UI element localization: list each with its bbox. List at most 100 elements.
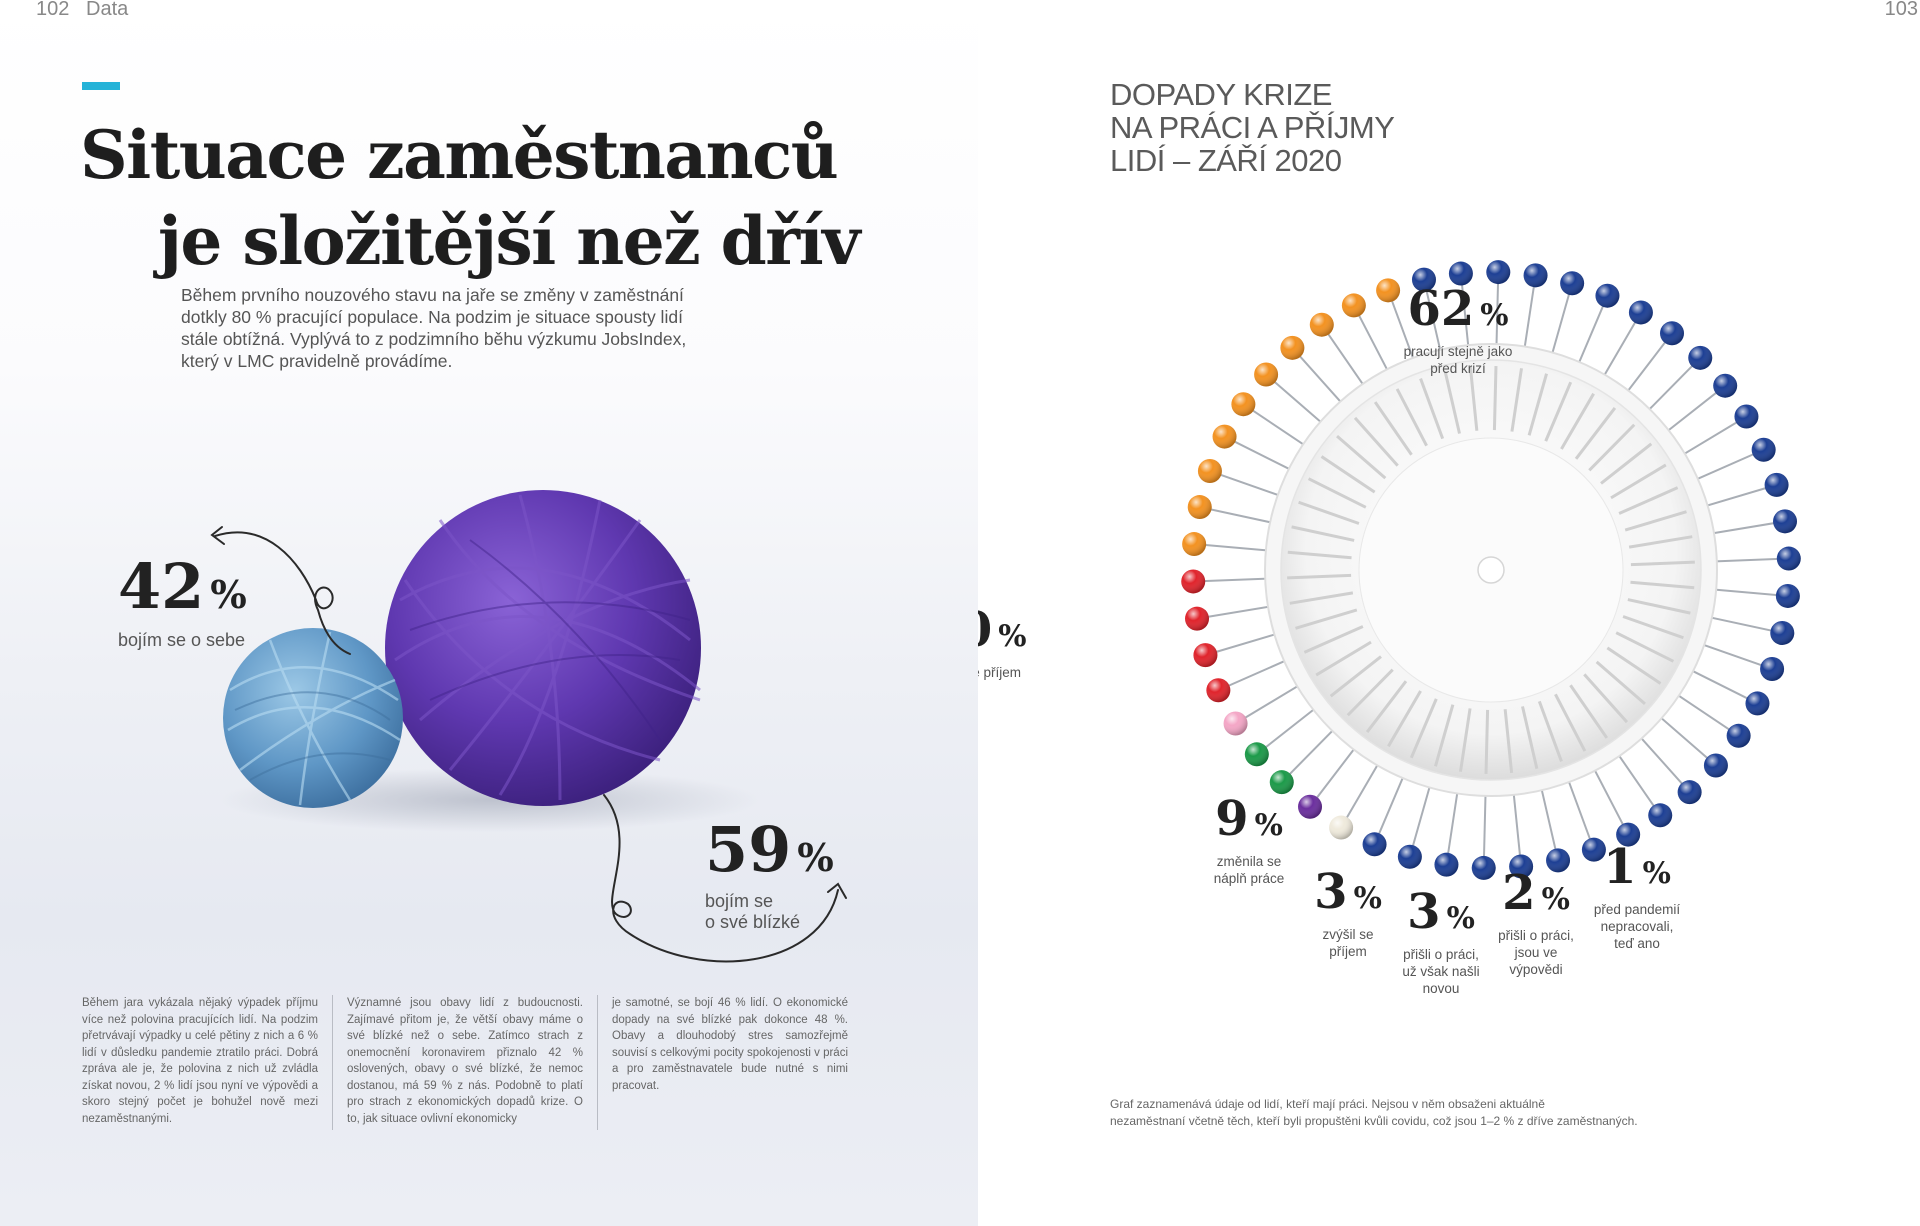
stat-label-line: náplň práce — [1213, 871, 1285, 886]
pin-head-shine — [1770, 620, 1795, 645]
pin-slot — [1387, 690, 1422, 748]
stat-close-label-line-2: o své blízké — [705, 912, 801, 932]
column-divider — [332, 995, 333, 1130]
pin-slot — [1606, 646, 1662, 685]
pin-slot — [1409, 698, 1438, 759]
chart-pin — [1309, 312, 1372, 397]
pin-slot — [1468, 366, 1479, 431]
body-column-3: je samotné, se bojí 46 % lidí. O ekonomi… — [612, 997, 848, 1092]
stat-label: přišli o práci, jsou ve výpovědi — [1484, 927, 1588, 978]
stat-self-value: 42% — [118, 555, 247, 628]
column-divider — [597, 995, 598, 1130]
stat-close-unit: % — [797, 836, 834, 881]
pin-head-shine — [1560, 271, 1585, 296]
pin-head-shine — [1362, 832, 1387, 857]
pin-wheel-chart — [1181, 260, 1801, 880]
decorative-arrows — [210, 526, 847, 963]
pin-head-shine — [1546, 848, 1571, 873]
pin-head-shine — [1471, 855, 1496, 880]
pin-slot — [1510, 368, 1523, 432]
chart-pin — [1187, 495, 1284, 527]
stat-income-increased: 3% zvýšil se příjem — [1300, 867, 1396, 960]
pin-slot — [1320, 455, 1376, 494]
chart-pin — [1362, 764, 1410, 857]
stat-self-label: bojím se o sebe — [118, 630, 246, 650]
pin-slot — [1622, 615, 1684, 640]
stat-label-line: jsou ve — [1514, 945, 1558, 960]
pin-slot — [1600, 442, 1653, 485]
chart-pin — [1666, 687, 1751, 748]
pin-slot — [1503, 709, 1514, 774]
pin-head-shine — [1197, 459, 1222, 484]
pin-head-shine — [1206, 678, 1231, 703]
pin-head-shine — [1223, 711, 1248, 736]
intro-paragraph: Během prvního nouzového stavu na jaře se… — [181, 285, 687, 371]
blue-yarn-ball — [223, 628, 403, 808]
chart-pin — [1656, 373, 1738, 440]
pin-slot — [1336, 435, 1387, 480]
chart-title-line-1: DOPADY KRIZE — [1110, 77, 1332, 112]
stat-label-line: snížil se příjem — [978, 665, 1022, 680]
pin-head-shine — [1269, 770, 1294, 795]
chart-pin — [1680, 664, 1770, 716]
pin-head-shine — [1181, 569, 1206, 594]
stat-unit: % — [998, 619, 1027, 654]
chart-pin — [1618, 321, 1684, 403]
stat-unit: % — [1642, 856, 1671, 891]
stat-label: před pandemií nepracovali, teď ano — [1584, 901, 1690, 952]
stat-self-number: 42 — [118, 550, 205, 623]
pin-slot — [1353, 416, 1399, 467]
pin-head-shine — [1309, 312, 1334, 337]
stat-label: zvýšil se příjem — [1300, 926, 1396, 960]
chart-pin — [1509, 780, 1534, 879]
pin-head-shine — [1595, 283, 1620, 308]
chart-pin — [1650, 708, 1728, 778]
pin-slot — [1346, 668, 1394, 717]
stat-job-content-changed: 9% změnila se náplň práce — [1196, 794, 1302, 887]
pin-head-shine — [1434, 852, 1459, 877]
stat-label-line: příjem — [1329, 944, 1367, 959]
stat-label: přišli o práci, už však našli novou — [1388, 946, 1494, 997]
pin-slot — [1583, 673, 1629, 724]
chart-pin — [1684, 437, 1776, 486]
stat-label-line: teď ano — [1614, 936, 1660, 951]
chart-pin — [1411, 267, 1445, 364]
pin-head-shine — [1726, 723, 1751, 748]
pin-slot — [1291, 525, 1355, 542]
stat-number: 3 — [1407, 884, 1441, 940]
pin-slot — [1527, 373, 1548, 436]
chart-pin — [1223, 678, 1310, 736]
pin-head-shine — [1628, 300, 1653, 325]
chart-pin — [1521, 263, 1548, 361]
pin-head-shine — [1734, 404, 1759, 429]
stat-label: změnila se náplň práce — [1196, 853, 1302, 887]
pin-slots — [1287, 366, 1695, 774]
body-column-1: Během jara vykázala nějaký výpadek příjm… — [82, 997, 318, 1125]
stat-label-line: novou — [1422, 981, 1460, 996]
pin-slot — [1329, 655, 1382, 698]
chart-pin — [1596, 300, 1653, 388]
pin-head-shine — [1677, 780, 1702, 805]
stat-number: 20 — [978, 602, 992, 658]
stat-label-line: nepracovali, — [1600, 919, 1674, 934]
pin-slot — [1521, 706, 1539, 770]
pin-head-shine — [1280, 335, 1305, 360]
chart-pin — [1269, 720, 1343, 795]
stat-label: pracují stejně jako před krizí — [1380, 343, 1536, 377]
stat-lost-job-notice: 2% přišli o práci, jsou ve výpovědi — [1484, 868, 1588, 978]
stat-newly-working: 1% před pandemií nepracovali, teď ano — [1584, 842, 1690, 952]
pin-head-shine — [1648, 803, 1673, 828]
chart-pin — [1699, 509, 1797, 537]
footnote-line-1: Graf zaznamenává údaje od lidí, kteří ma… — [1110, 1097, 1545, 1111]
chart-pin — [1672, 404, 1759, 462]
page-number: 102 — [36, 0, 70, 20]
stat-income-decreased: 20% snížil se příjem — [978, 605, 1066, 681]
pin-head-shine — [1376, 278, 1401, 303]
stat-close-worry: 59% bojím se o své blízké — [705, 818, 834, 933]
pin-slot — [1287, 550, 1352, 560]
pin-slot — [1569, 684, 1609, 739]
stat-value: 1% — [1584, 842, 1690, 899]
stat-number: 1 — [1603, 839, 1637, 895]
pin-slot — [1395, 388, 1428, 447]
pin-slot — [1315, 640, 1372, 677]
